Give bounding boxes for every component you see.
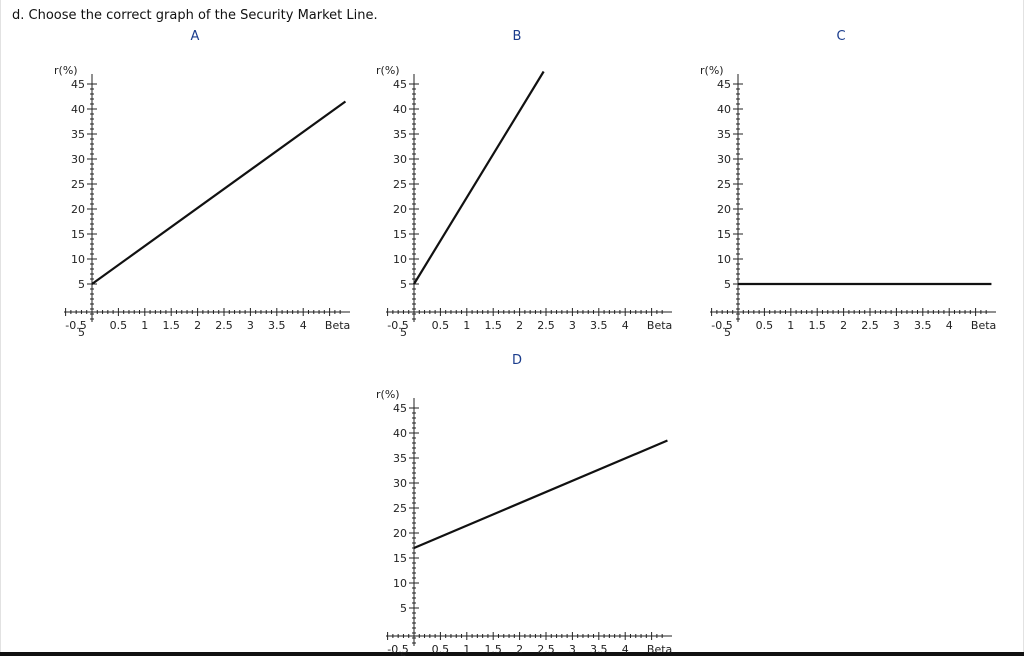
question-text: d. Choose the correct graph of the Secur… bbox=[12, 8, 378, 23]
y-tick-label: 5 bbox=[400, 602, 407, 615]
x-tick-label: 0.5 bbox=[432, 643, 450, 656]
chart-letter: C bbox=[836, 29, 845, 44]
x-neg-tick-label: -0.5 bbox=[65, 319, 86, 332]
y-tick-label: 25 bbox=[393, 178, 407, 191]
x-tick-label: 1 bbox=[463, 319, 470, 332]
x-tick-label: 3 bbox=[569, 643, 576, 656]
y-tick-label: 30 bbox=[717, 153, 731, 166]
x-tick-label: 1 bbox=[463, 643, 470, 656]
x-tick-label: 4 bbox=[300, 319, 307, 332]
y-tick-label: 20 bbox=[393, 527, 407, 540]
x-tick-label: 3.5 bbox=[590, 319, 608, 332]
y-tick-label: 35 bbox=[393, 128, 407, 141]
x-tick-label: 3.5 bbox=[590, 643, 608, 656]
x-tick-label: 4 bbox=[622, 319, 629, 332]
y-tick-label: 20 bbox=[393, 203, 407, 216]
x-tick-label: 1.5 bbox=[808, 319, 826, 332]
x-tick-label: 1 bbox=[787, 319, 794, 332]
x-tick-label: 2 bbox=[840, 319, 847, 332]
x-neg-tick-label: -0.5 bbox=[387, 643, 408, 656]
x-tick-label: 0.5 bbox=[432, 319, 450, 332]
chart-b[interactable]: B 45 40 35 30 25 20 15 10 5 r(%) 0.5 1 1.5 2 2.5 3 3.5 4 -0… bbox=[362, 22, 682, 340]
x-tick-label: 1 bbox=[141, 319, 148, 332]
y-tick-label: 30 bbox=[71, 153, 85, 166]
x-tick-label: 2 bbox=[194, 319, 201, 332]
y-axis-label: r(%) bbox=[700, 64, 724, 77]
y-tick-label: 30 bbox=[393, 477, 407, 490]
x-axis-label: Beta bbox=[647, 319, 672, 332]
y-tick-label: 10 bbox=[717, 253, 731, 266]
chart-c[interactable]: C 45 40 35 30 25 20 15 10 5 r(%) 0.5 1 1.5 2 2.5 3 3.5 4 -0… bbox=[686, 22, 1006, 340]
x-tick-label: 4 bbox=[622, 643, 629, 656]
y-tick-label: 45 bbox=[71, 78, 85, 91]
chart-a[interactable]: A 45 40 35 30 25 20 15 10 5 r(%) 0.5 1 1.5 2 2.5 3 3.5 4 -0… bbox=[40, 22, 360, 340]
y-neg-tick-label: 5 bbox=[400, 326, 407, 339]
bottom-border bbox=[0, 652, 1024, 656]
x-neg-tick-label: -0.5 bbox=[387, 319, 408, 332]
y-tick-label: 25 bbox=[717, 178, 731, 191]
x-tick-label: 2 bbox=[516, 643, 523, 656]
y-axis-label: r(%) bbox=[376, 388, 400, 401]
y-tick-label: 10 bbox=[393, 253, 407, 266]
x-tick-label: 2 bbox=[516, 319, 523, 332]
x-tick-label: 3 bbox=[247, 319, 254, 332]
x-tick-label: 1.5 bbox=[484, 643, 502, 656]
y-neg-tick-label: 5 bbox=[400, 650, 407, 656]
y-neg-tick-label: 5 bbox=[724, 326, 731, 339]
sml-line bbox=[91, 100, 347, 285]
x-axis-label: Beta bbox=[325, 319, 350, 332]
y-tick-label: 15 bbox=[393, 552, 407, 565]
y-tick-label: 20 bbox=[71, 203, 85, 216]
y-tick-label: 5 bbox=[400, 278, 407, 291]
y-tick-label: 10 bbox=[71, 253, 85, 266]
y-tick-label: 15 bbox=[393, 228, 407, 241]
y-tick-label: 10 bbox=[393, 577, 407, 590]
y-tick-label: 5 bbox=[724, 278, 731, 291]
sml-line bbox=[413, 70, 545, 285]
x-tick-label: 3 bbox=[893, 319, 900, 332]
chart-letter: D bbox=[512, 353, 522, 368]
sml-line bbox=[413, 439, 668, 550]
chart-letter: B bbox=[513, 29, 522, 44]
x-tick-label: 2.5 bbox=[537, 643, 555, 656]
y-neg-tick-label: 5 bbox=[78, 326, 85, 339]
x-tick-label: 2.5 bbox=[861, 319, 879, 332]
y-tick-label: 35 bbox=[393, 452, 407, 465]
y-tick-label: 30 bbox=[393, 153, 407, 166]
y-tick-label: 45 bbox=[717, 78, 731, 91]
y-tick-label: 20 bbox=[717, 203, 731, 216]
chart-d[interactable]: D 45 40 35 30 25 20 15 10 5 r(%) 0.5 1 1.5 2 2.5 3 3.5 4 -0… bbox=[362, 346, 682, 656]
x-neg-tick-label: -0.5 bbox=[711, 319, 732, 332]
y-tick-label: 15 bbox=[71, 228, 85, 241]
y-tick-label: 35 bbox=[71, 128, 85, 141]
x-axis-label: Beta bbox=[647, 643, 672, 656]
y-axis-label: r(%) bbox=[376, 64, 400, 77]
chart-letter: A bbox=[191, 29, 200, 44]
x-tick-label: 4 bbox=[946, 319, 953, 332]
y-tick-label: 40 bbox=[393, 103, 407, 116]
y-tick-label: 40 bbox=[717, 103, 731, 116]
y-tick-label: 25 bbox=[393, 502, 407, 515]
x-tick-label: 3 bbox=[569, 319, 576, 332]
y-tick-label: 40 bbox=[71, 103, 85, 116]
x-tick-label: 3.5 bbox=[268, 319, 286, 332]
y-tick-label: 40 bbox=[393, 427, 407, 440]
y-tick-label: 15 bbox=[717, 228, 731, 241]
y-tick-label: 45 bbox=[393, 402, 407, 415]
x-tick-label: 2.5 bbox=[215, 319, 233, 332]
x-tick-label: 0.5 bbox=[756, 319, 774, 332]
x-tick-label: 1.5 bbox=[162, 319, 180, 332]
y-tick-label: 45 bbox=[393, 78, 407, 91]
x-tick-label: 3.5 bbox=[914, 319, 932, 332]
y-tick-label: 5 bbox=[78, 278, 85, 291]
y-tick-label: 25 bbox=[71, 178, 85, 191]
x-tick-label: 0.5 bbox=[110, 319, 128, 332]
x-tick-label: 2.5 bbox=[537, 319, 555, 332]
x-tick-label: 1.5 bbox=[484, 319, 502, 332]
y-axis-label: r(%) bbox=[54, 64, 78, 77]
y-tick-label: 35 bbox=[717, 128, 731, 141]
x-axis-label: Beta bbox=[971, 319, 996, 332]
